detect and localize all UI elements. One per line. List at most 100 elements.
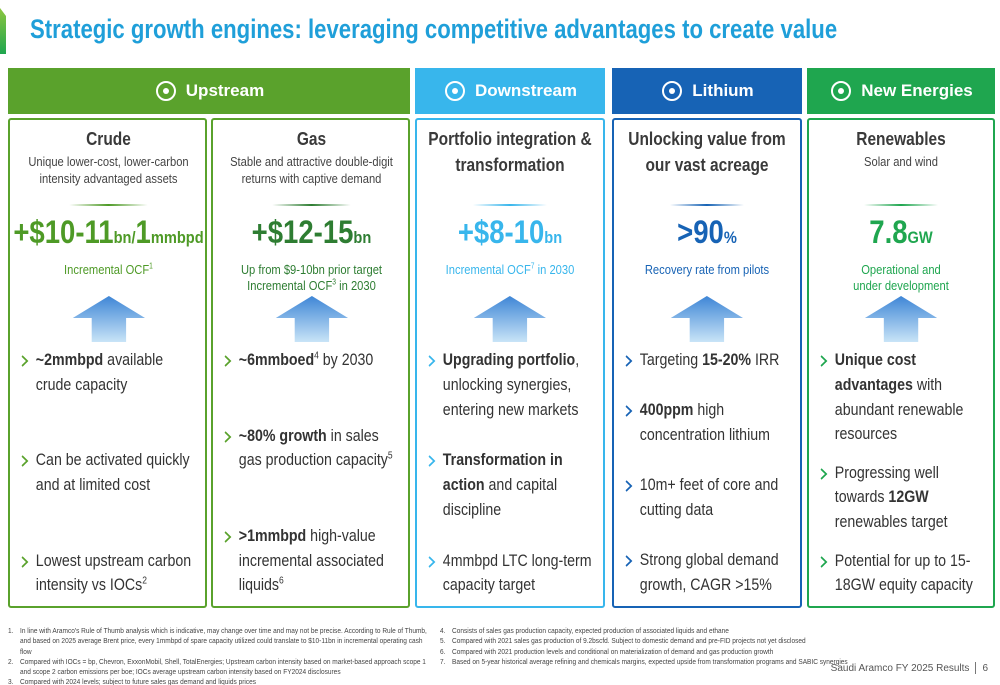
metric: 7.8GW [809, 214, 993, 251]
subheading: Stable and attractive double-digit retur… [230, 154, 393, 186]
arrow-shape [864, 296, 938, 342]
panel: Unlocking value from our vast acreage >90… [612, 118, 802, 608]
panel-content: Portfolio integration & transformation +$… [417, 120, 603, 606]
bullet-chevron [428, 355, 436, 367]
bullet: Upgrading portfolio, unlocking synergies… [427, 348, 594, 422]
bullet: >1mmbpd high-value incremental associate… [223, 524, 401, 598]
chevron [428, 355, 436, 367]
column-name: Downstream [474, 81, 578, 100]
footnote-text: Compared with 2024 levels; subject to fu… [20, 677, 257, 685]
bullet-text: Progressing well towards 12GW renewables… [835, 461, 985, 535]
text-run: in 2030 [336, 278, 376, 294]
page-number: 6 [982, 662, 988, 674]
text-run: , unlocking synergies, entering new mark… [442, 351, 580, 419]
bullet-chevron [224, 531, 232, 543]
panel-heading: Unlocking value from our vast acreage [621, 126, 793, 178]
metric: +$10-11bn/1mmbpd [10, 214, 205, 251]
bullet-list: Targeting 15-20% IRR 400ppm high concentr… [624, 348, 791, 598]
bullet-text: ~6mmboed4 by 2030 [239, 348, 373, 373]
separator [669, 204, 745, 206]
panel-content: Unlocking value from our vast acreage >90… [614, 120, 800, 606]
text-run: bn [544, 228, 563, 247]
text-run: 12GW [888, 488, 929, 507]
bullet: ~80% growth in sales gas production capa… [223, 424, 401, 474]
footnote-number: 5. [440, 636, 446, 646]
bullet-text: Transformation in action and capital dis… [443, 448, 595, 522]
bullet-text: Strong global demand growth, CAGR >15% [640, 548, 792, 598]
icon-dot [451, 88, 458, 94]
chevron [820, 467, 828, 480]
footnote: 7. Based on 5-year historical average ref… [440, 657, 861, 667]
bullet-text: 4mmbpd LTC long-term capacity target [443, 549, 595, 599]
subheading: Solar and wind [864, 154, 938, 170]
bullet: ~2mmbpd available crude capacity [20, 348, 198, 398]
panel-heading: Gas Stable and attractive double-digit re… [220, 126, 403, 188]
column-header: Upstream [8, 68, 410, 114]
bullet-chevron [625, 355, 633, 367]
header-icon [155, 81, 176, 101]
icon-dot [838, 88, 845, 94]
arrow-shape [473, 296, 547, 342]
bullet-list: Upgrading portfolio, unlocking synergies… [427, 348, 594, 598]
bullet-chevron [224, 355, 232, 367]
slide-title: Strategic growth engines: leveraging com… [30, 14, 838, 44]
accent [0, 8, 6, 54]
text-run: 6 [279, 575, 284, 587]
heading-text: Unlocking value from our vast acreage [628, 129, 786, 176]
bullet-chevron [21, 355, 29, 367]
column-name: New Energies [861, 81, 973, 100]
chevron [625, 355, 633, 367]
footnote: 5. Compared with 2021 sales gas productio… [440, 636, 861, 646]
footnote-number: 2. [8, 656, 14, 666]
text-run: ~6mmboed [238, 351, 315, 369]
footnote-text: Based on 5-year historical average refin… [452, 656, 848, 666]
note-line: Recovery rate from pilots [619, 262, 795, 278]
note-line: Operational and [814, 262, 988, 278]
footnotes: 4. Consists of sales gas production capac… [440, 626, 861, 667]
panel: Gas Stable and attractive double-digit re… [211, 118, 410, 608]
panel-content: Crude Unique lower-cost, lower-carbon int… [10, 120, 205, 606]
bullet: Transformation in action and capital dis… [427, 448, 594, 522]
chevron [21, 455, 29, 467]
bullet: 10m+ feet of core and cutting data [624, 473, 791, 523]
text-run: Operational and [861, 262, 941, 277]
up-arrow [72, 296, 145, 342]
chevron [21, 555, 29, 568]
bullet: Unique cost advantages with abundant ren… [819, 348, 984, 447]
bullet-text: Unique cost advantages with abundant ren… [835, 348, 985, 447]
panel-heading: Crude Unique lower-cost, lower-carbon int… [17, 126, 200, 188]
text-run: Potential for up to 15-18GW equity capac… [834, 551, 973, 595]
text-run: bn/ [113, 228, 136, 247]
footer: Saudi Aramco FY 2025 Results 6 [831, 662, 988, 674]
bullet-text: 400ppm high concentration lithium [640, 398, 792, 448]
column-header: Downstream [415, 68, 605, 114]
bullet-chevron [625, 555, 633, 568]
header-icon [662, 81, 683, 101]
footnote-number: 7. [440, 656, 446, 666]
bullet-text: Potential for up to 15-18GW equity capac… [835, 549, 985, 599]
chevron [224, 430, 232, 443]
text-run: % [723, 228, 737, 247]
metric-note: Operational and under development [814, 262, 988, 295]
footer-divider [975, 662, 977, 674]
bullet-chevron [428, 455, 436, 467]
bullet-chevron [428, 555, 436, 568]
text-run: GW [907, 228, 933, 247]
text-run: in 2030 [534, 262, 575, 277]
text-run: ~2mmbpd [35, 351, 104, 369]
bullet-chevron [224, 430, 232, 443]
text-run: available crude capacity [35, 351, 164, 394]
panel-heading: Renewables Solar and wind [816, 126, 986, 171]
heading-text: Gas [296, 129, 327, 149]
bullet-text: Lowest upstream carbon intensity vs IOCs… [36, 549, 199, 599]
chevron [428, 555, 436, 568]
icon-ring [662, 81, 683, 101]
metric: +$12-15bn [213, 214, 408, 251]
bullet-chevron [625, 480, 633, 493]
arrow-shape [670, 296, 744, 342]
bullet: Progressing well towards 12GW renewables… [819, 461, 984, 535]
text-run: Lowest upstream carbon intensity vs IOCs [35, 551, 192, 595]
footnote: 4. Consists of sales gas production capac… [440, 626, 861, 636]
bullet: 4mmbpd LTC long-term capacity target [427, 549, 594, 599]
